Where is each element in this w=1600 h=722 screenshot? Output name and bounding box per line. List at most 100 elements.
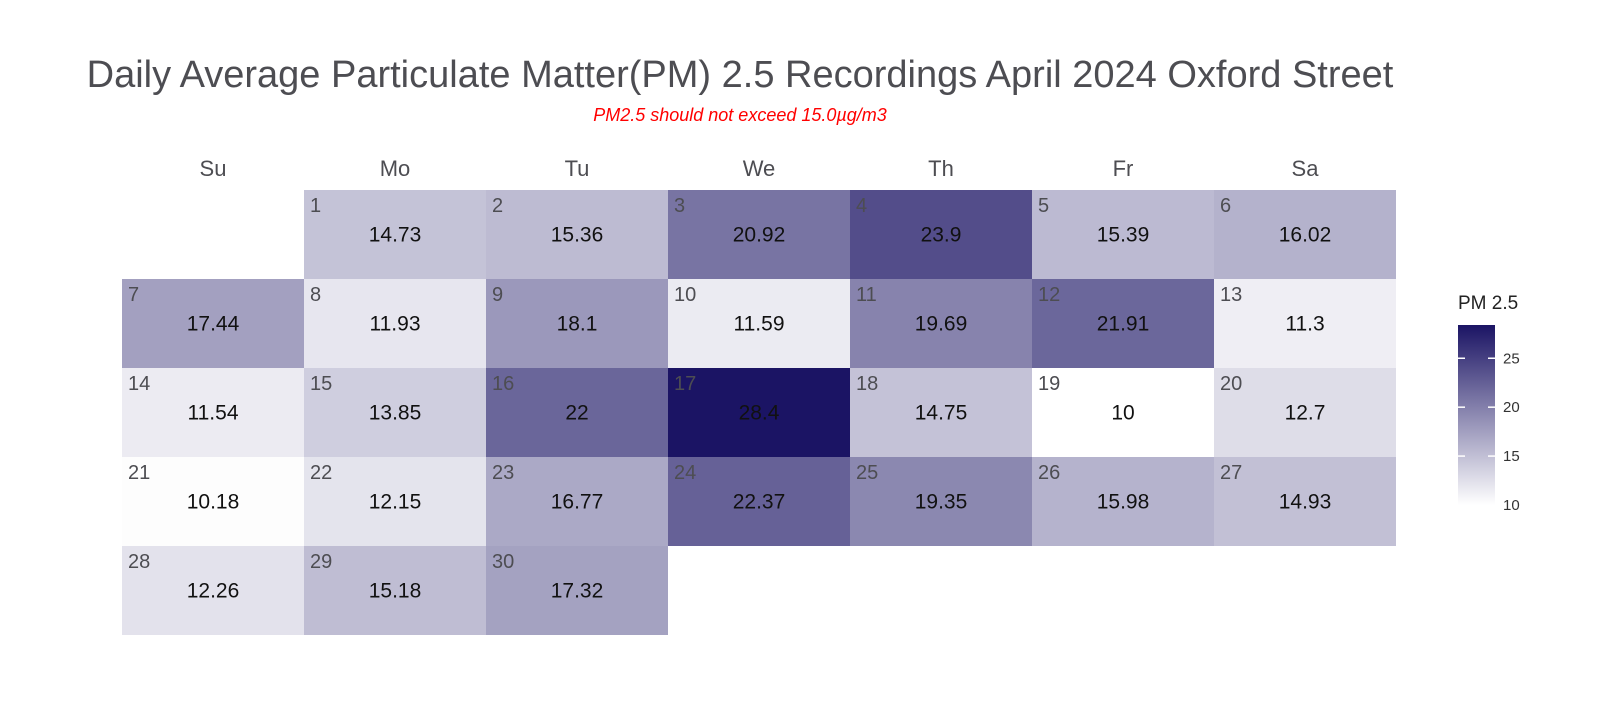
cell-fill	[122, 457, 304, 546]
day-number: 9	[492, 284, 503, 306]
day-number: 12	[1038, 284, 1060, 306]
pm-value-label: 20.92	[733, 224, 786, 247]
calendar-day-cell: 114.73	[304, 190, 486, 279]
calendar-day-cell: 320.92	[668, 190, 850, 279]
cell-fill	[1032, 279, 1214, 368]
cell-fill	[668, 190, 850, 279]
cell-fill	[1032, 190, 1214, 279]
pm-value-label: 14.75	[915, 402, 968, 425]
cell-fill	[850, 190, 1032, 279]
calendar-day-cell: 24 22.37	[668, 457, 850, 546]
calendar-day-cell: 11 19.69	[850, 279, 1032, 368]
legend-title: PM 2.5	[1458, 293, 1518, 314]
pm-value-label: 17.44	[187, 313, 240, 336]
weekday-label: Su	[200, 156, 227, 181]
pm-value-label: 11.3	[1285, 313, 1324, 336]
calendar-day-cell: 12 21.91	[1032, 279, 1214, 368]
cell-fill	[668, 279, 850, 368]
day-number: 29	[310, 551, 332, 573]
pm-value-label: 15.36	[551, 224, 604, 247]
cell-fill	[304, 190, 486, 279]
day-number: 13	[1220, 284, 1242, 306]
pm-value-label: 19.69	[915, 313, 968, 336]
day-number: 23	[492, 462, 514, 484]
pm-value-label: 11.93	[370, 313, 421, 336]
cell-fill	[850, 368, 1032, 457]
pm-value-label: 11.54	[188, 402, 239, 425]
pm-value-label: 10	[1111, 402, 1134, 425]
cell-fill	[122, 368, 304, 457]
calendar-day-cell: 17 28.4	[668, 368, 850, 457]
calendar-day-cell: 18 14.75	[850, 368, 1032, 457]
pm-value-label: 14.93	[1279, 491, 1332, 514]
pm-value-label: 19.35	[915, 491, 968, 514]
calendar-day-cell: 27 14.93	[1214, 457, 1396, 546]
day-number: 26	[1038, 462, 1060, 484]
pm-value-label: 16.02	[1279, 224, 1332, 247]
calendar-day-cell: 30 17.32	[486, 546, 668, 635]
calendar-day-cell: 29 15.18	[304, 546, 486, 635]
day-number: 15	[310, 373, 332, 395]
legend-tick-label: 25	[1503, 350, 1520, 367]
calendar-day-cell: 616.02	[1214, 190, 1396, 279]
pm-value-label: 12.15	[369, 491, 422, 514]
calendar-day-cell: 13 11.3	[1214, 279, 1396, 368]
pm-value-label: 16.77	[551, 491, 604, 514]
weekday-label: Sa	[1292, 156, 1320, 181]
day-number: 24	[674, 462, 696, 484]
day-number: 28	[128, 551, 150, 573]
day-number: 7	[128, 284, 139, 306]
day-number: 11	[856, 284, 877, 306]
day-number: 18	[856, 373, 878, 395]
calendar-day-cell: 423.9	[850, 190, 1032, 279]
legend-colorbar	[1458, 325, 1495, 505]
weekday-label: We	[743, 156, 776, 181]
calendar-day-cell: 20 12.7	[1214, 368, 1396, 457]
cell-fill	[668, 368, 850, 457]
pm-value-label: 12.7	[1285, 402, 1326, 425]
weekday-label: Tu	[565, 156, 590, 181]
cell-fill	[486, 368, 668, 457]
cell-fill	[1214, 190, 1396, 279]
day-number: 20	[1220, 373, 1242, 395]
day-number: 16	[492, 373, 514, 395]
cell-fill	[1214, 457, 1396, 546]
legend-tick-label: 10	[1503, 497, 1520, 514]
day-number: 1	[310, 195, 321, 217]
calendar-day-cell: 22 12.15	[304, 457, 486, 546]
weekday-label: Fr	[1113, 156, 1134, 181]
pm-value-label: 22.37	[733, 491, 786, 514]
calendar-day-cell: 515.39	[1032, 190, 1214, 279]
day-number: 17	[674, 373, 696, 395]
day-number: 30	[492, 551, 514, 573]
cell-fill	[122, 546, 304, 635]
cell-fill	[486, 190, 668, 279]
day-number: 6	[1220, 195, 1231, 217]
cell-fill	[486, 457, 668, 546]
pm-value-label: 28.4	[739, 402, 780, 425]
day-number: 5	[1038, 195, 1049, 217]
cell-fill	[1032, 457, 1214, 546]
day-number: 2	[492, 195, 503, 217]
cell-fill	[1032, 368, 1214, 457]
calendar-day-cell: 918.1	[486, 279, 668, 368]
weekday-label: Mo	[380, 156, 411, 181]
day-number: 19	[1038, 373, 1060, 395]
weekday-label: Th	[928, 156, 954, 181]
day-number: 22	[310, 462, 332, 484]
cell-fill	[486, 546, 668, 635]
day-number: 25	[856, 462, 878, 484]
day-number: 27	[1220, 462, 1242, 484]
pm-value-label: 11.59	[734, 313, 785, 336]
day-number: 8	[310, 284, 321, 306]
cell-fill	[1214, 279, 1396, 368]
calendar-day-cell: 14 11.54	[122, 368, 304, 457]
calendar-cells: 114.73215.36320.92423.9515.39616.02717.4…	[122, 190, 1396, 635]
calendar-day-cell: 23 16.77	[486, 457, 668, 546]
cell-fill	[850, 457, 1032, 546]
cell-fill	[1214, 368, 1396, 457]
pm-value-label: 14.73	[369, 224, 422, 247]
calendar-day-cell: 717.44	[122, 279, 304, 368]
